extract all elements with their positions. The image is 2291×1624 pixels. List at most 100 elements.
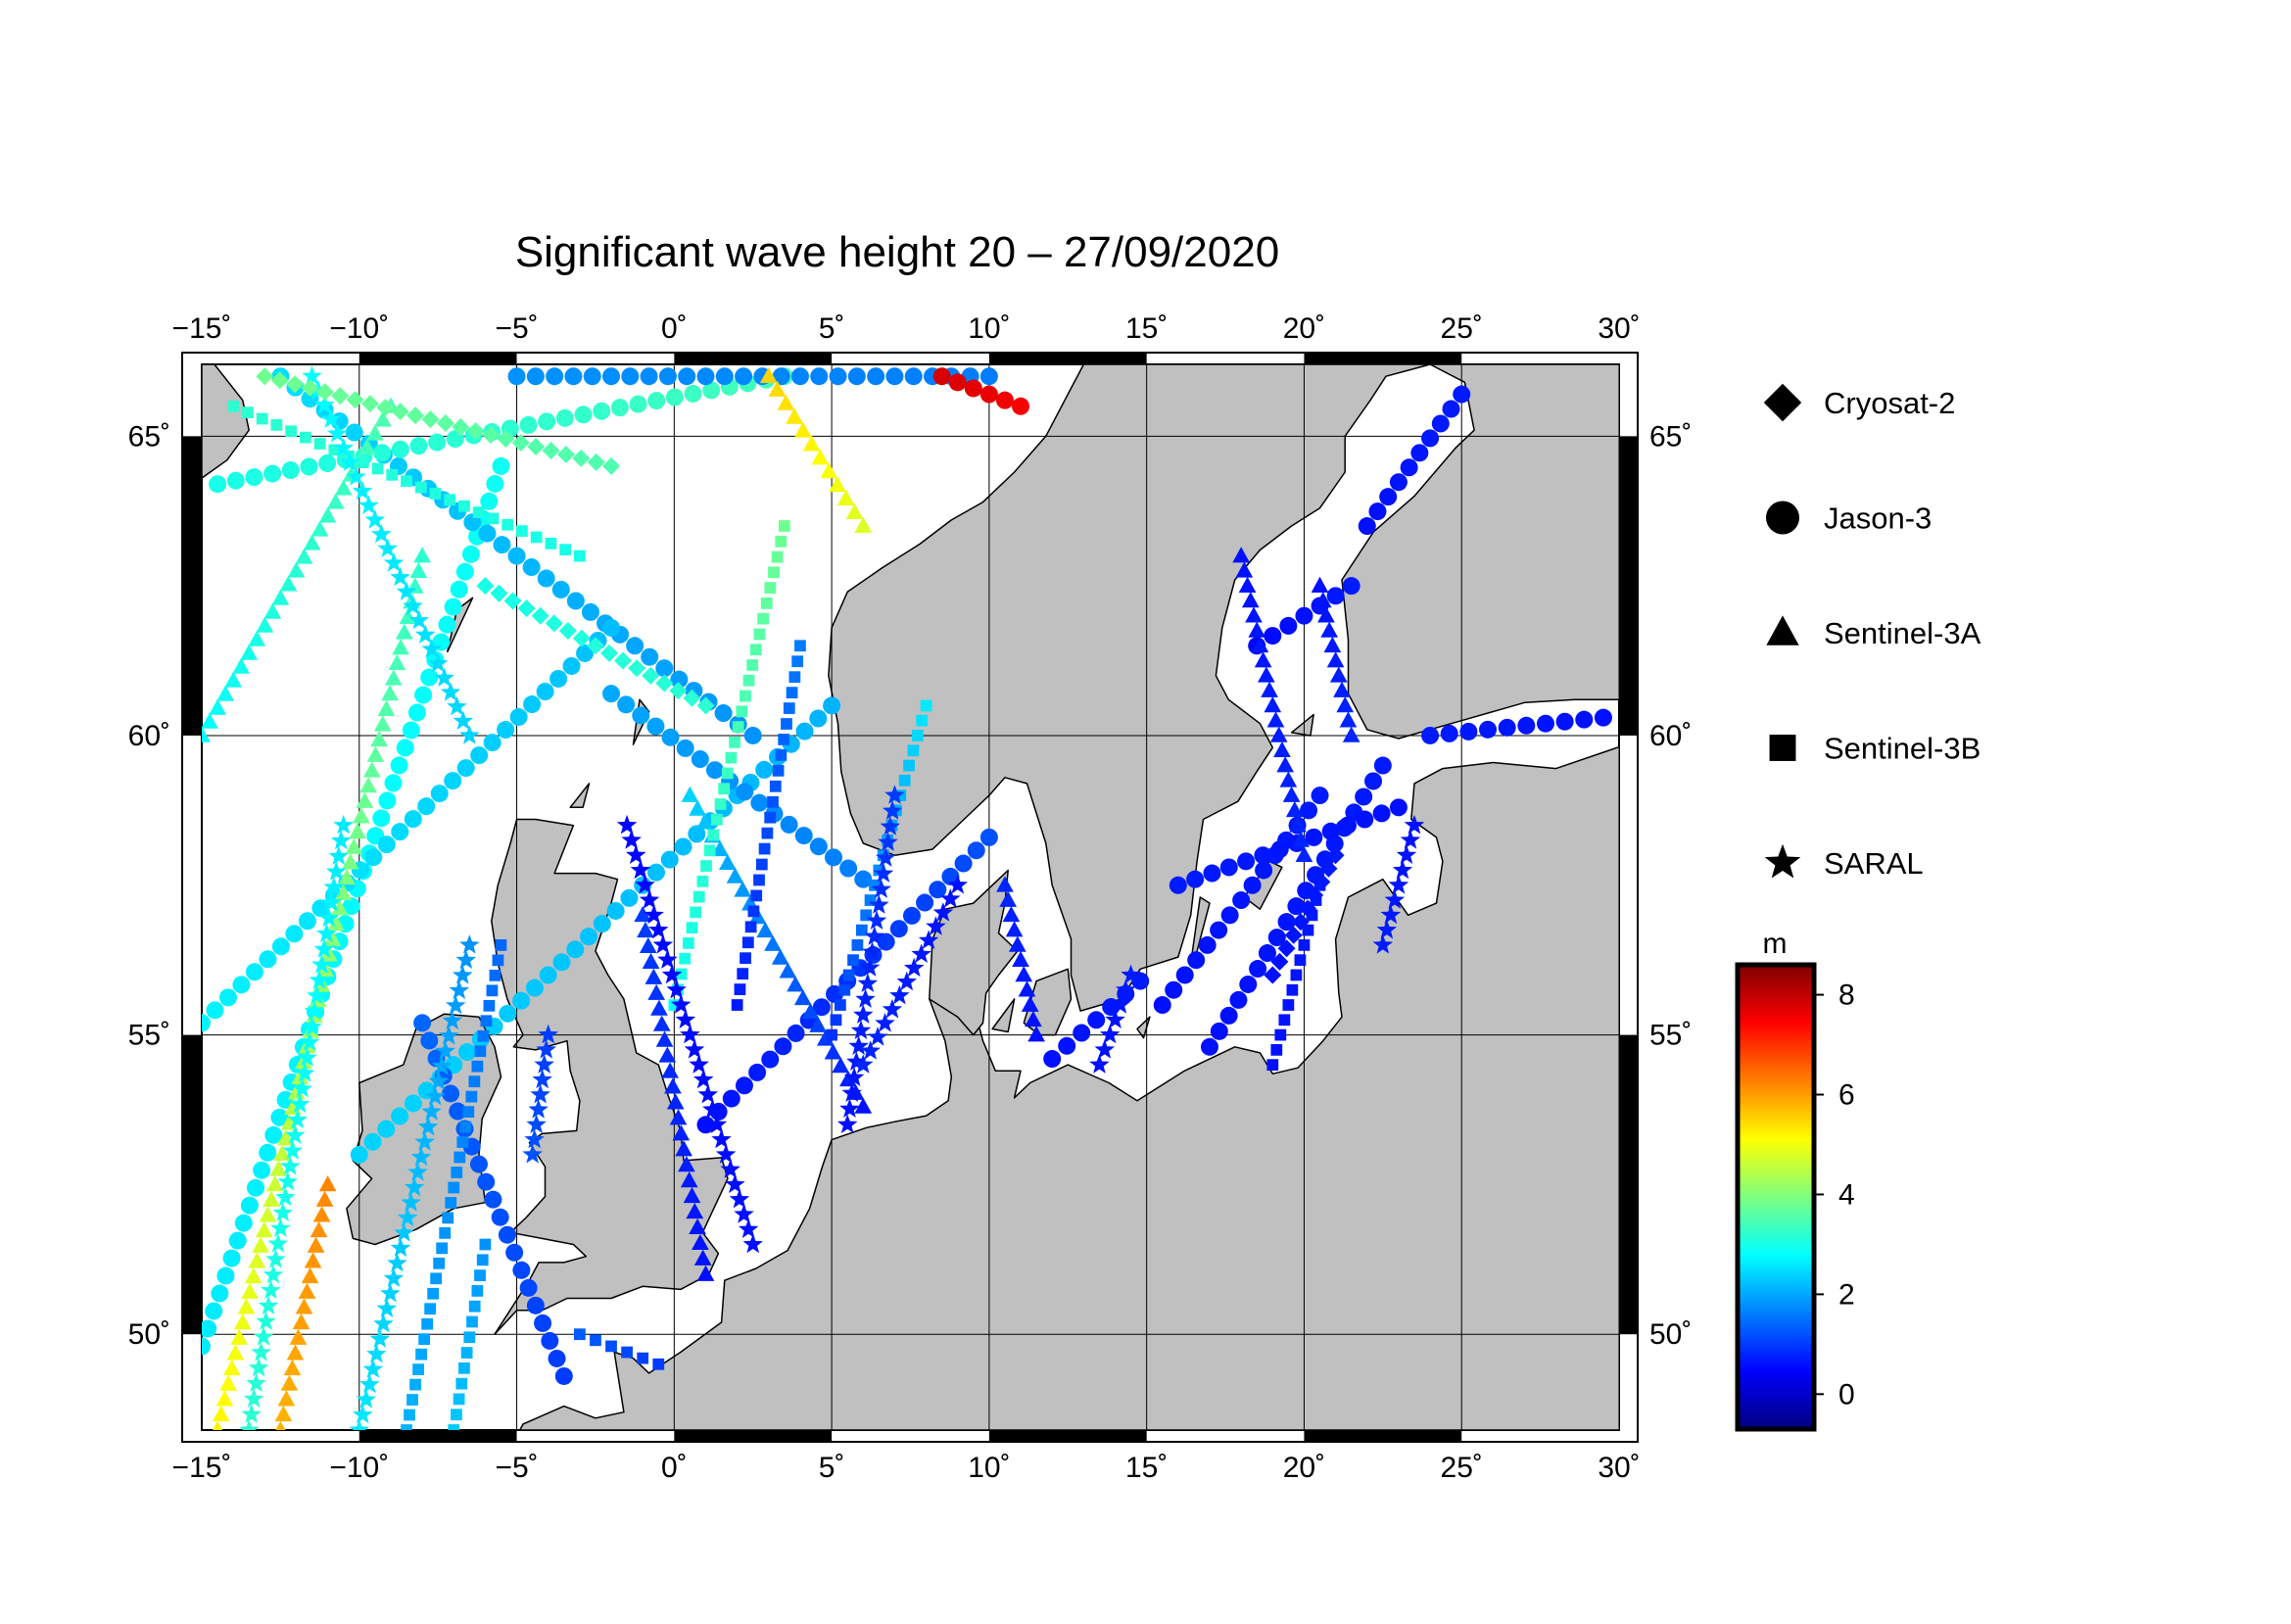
track-marker-diamond: [331, 387, 350, 406]
track-marker-circle: [551, 580, 570, 598]
track-marker-circle: [705, 761, 724, 780]
track-marker-circle: [420, 668, 439, 687]
track-marker-square: [864, 894, 877, 906]
lat-tick-label-right: 55˚: [1649, 1020, 1692, 1052]
track-marker-circle: [281, 461, 300, 480]
track-marker-square: [714, 798, 727, 810]
track-marker-square: [847, 954, 859, 967]
track-marker-circle: [512, 1261, 531, 1279]
track-marker-star: [526, 1114, 547, 1133]
track-marker-triangle: [256, 616, 274, 633]
lon-tick-label-top: 30˚: [1598, 312, 1640, 345]
track-marker-circle: [372, 809, 391, 828]
track-marker-star: [882, 998, 903, 1019]
track-marker-star: [536, 1039, 556, 1059]
track-marker-star: [1384, 889, 1406, 909]
track-marker-circle: [794, 827, 813, 845]
track-marker-circle: [1342, 577, 1360, 596]
track-marker-circle: [658, 367, 677, 386]
track-marker-triangle: [777, 394, 795, 410]
track-marker-star: [417, 1116, 439, 1136]
track-marker-circle: [253, 1161, 271, 1179]
track-marker-square: [740, 690, 751, 702]
track-marker-diamond: [286, 375, 305, 394]
track-marker-circle: [549, 669, 568, 688]
track-marker-circle: [610, 399, 629, 417]
track-marker-star: [356, 1389, 377, 1409]
track-marker-circle: [626, 637, 644, 655]
colorbar-tick-label: 6: [1838, 1079, 1855, 1112]
track-marker-circle: [1311, 787, 1329, 805]
track-marker-diamond: [503, 592, 522, 610]
track-marker-triangle: [675, 1140, 692, 1157]
track-marker-square: [778, 520, 790, 532]
track-marker-square: [414, 481, 427, 494]
track-marker-star: [390, 1237, 411, 1258]
track-marker-circle: [678, 367, 696, 386]
track-marker-circle: [1440, 724, 1458, 742]
track-marker-star: [873, 863, 894, 883]
track-marker-square: [386, 468, 399, 481]
track-marker-triangle: [1317, 606, 1335, 623]
track-marker-circle: [404, 1094, 422, 1113]
track-marker-circle: [526, 367, 545, 386]
track-marker-triangle: [310, 1221, 328, 1238]
track-marker-star: [313, 938, 335, 958]
track-marker-square: [444, 494, 456, 506]
track-marker-square: [675, 968, 688, 980]
track-marker-square: [783, 702, 795, 714]
track-marker-triangle: [307, 1236, 325, 1253]
track-marker-triangle: [240, 644, 259, 660]
track-marker-circle: [1264, 627, 1282, 645]
track-marker-circle: [576, 644, 595, 662]
track-marker-star: [442, 1010, 462, 1029]
track-marker-square: [725, 751, 738, 764]
series-sentinel-3b: [227, 400, 1326, 1430]
track-marker-star: [1396, 844, 1417, 864]
track-marker-triangle: [283, 1359, 302, 1376]
track-marker-triangle: [295, 1298, 313, 1314]
track-marker-triangle: [212, 1405, 230, 1422]
track-marker-circle: [1338, 816, 1357, 835]
track-marker-square: [749, 644, 762, 656]
track-marker-circle: [1555, 712, 1574, 731]
track-marker-square: [769, 780, 782, 792]
track-marker-triangle: [226, 1344, 245, 1361]
track-marker-circle: [318, 454, 337, 472]
track-marker-triangle: [678, 1156, 695, 1172]
track-marker-triangle: [647, 983, 665, 1000]
track-marker-triangle: [768, 380, 787, 397]
track-marker-square: [750, 889, 763, 902]
track-marker-star: [876, 847, 896, 867]
track-marker-triangle: [377, 699, 396, 716]
track-marker-square: [516, 525, 528, 538]
track-marker-circle: [270, 1108, 289, 1126]
track-marker-circle: [216, 1266, 235, 1285]
track-marker-circle: [979, 367, 998, 386]
track-marker-triangle: [634, 905, 652, 923]
track-marker-circle: [390, 756, 408, 775]
track-marker-square: [605, 1340, 617, 1353]
land-layer: [202, 364, 1619, 1430]
track-marker-circle: [736, 783, 754, 801]
track-marker-square: [920, 699, 932, 712]
track-marker-triangle: [413, 547, 431, 563]
track-marker-star: [353, 1404, 373, 1424]
track-marker-triangle: [1015, 966, 1033, 982]
track-marker-circle: [491, 1208, 509, 1226]
track-marker-star: [1388, 875, 1409, 894]
track-marker-square: [573, 1328, 586, 1341]
track-marker-circle: [525, 979, 544, 997]
track-marker-star: [280, 1156, 301, 1175]
track-marker-square: [404, 1409, 415, 1421]
track-marker-circle: [245, 963, 263, 981]
track-marker-star: [272, 1202, 294, 1222]
track-marker-star: [314, 394, 335, 414]
track-marker-triangle: [287, 561, 306, 578]
track-marker-diamond: [421, 410, 440, 429]
track-marker-square: [458, 500, 470, 512]
track-marker-circle: [1058, 1036, 1076, 1055]
track-marker-diamond: [669, 682, 688, 700]
track-marker-triangle: [1261, 681, 1278, 697]
track-marker-star: [256, 1311, 276, 1330]
